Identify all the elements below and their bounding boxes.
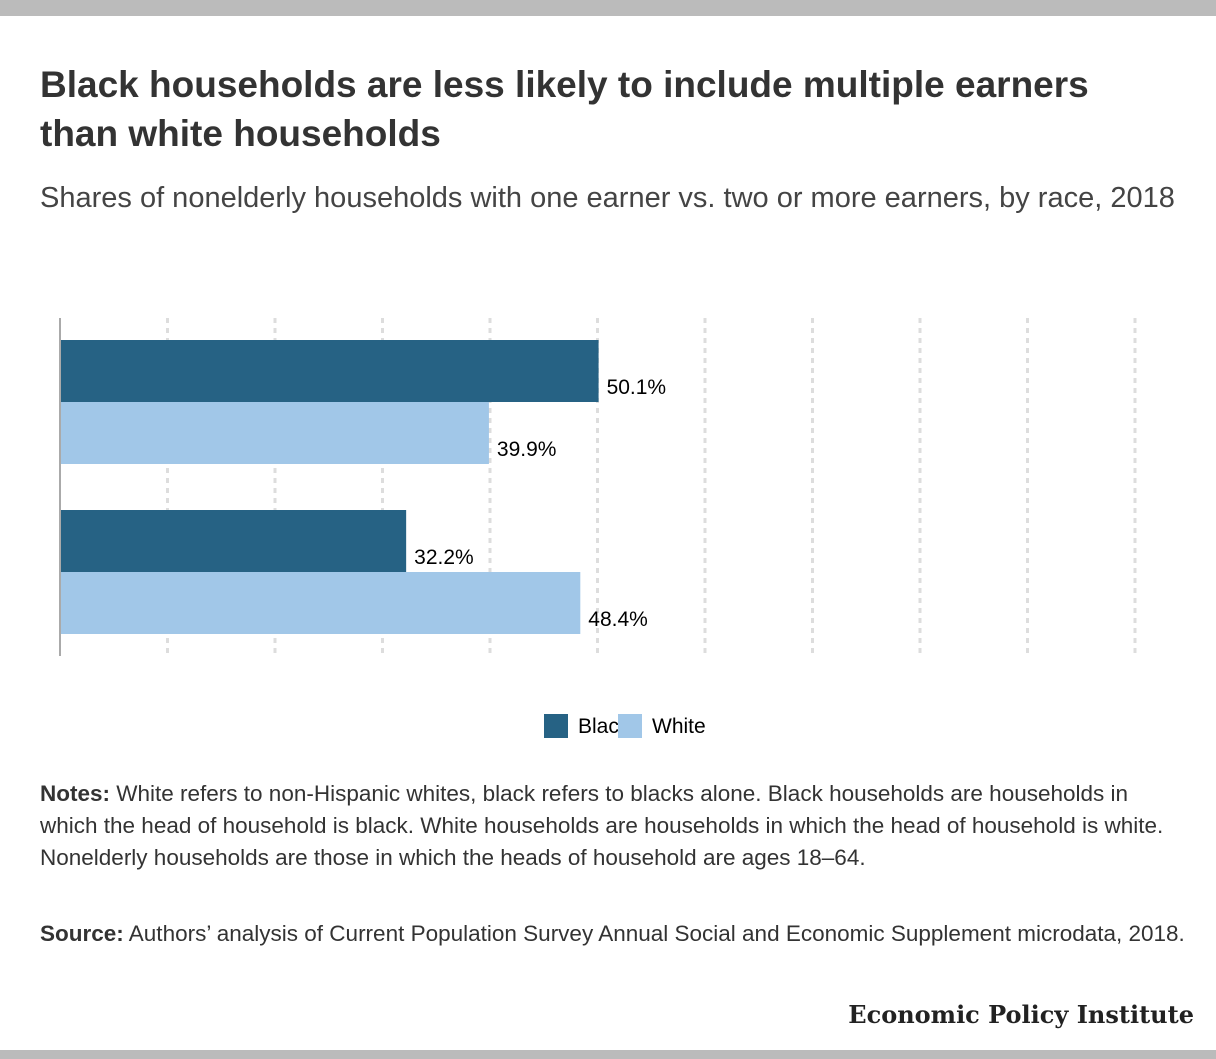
source-text: Authors’ analysis of Current Population … — [123, 921, 1185, 946]
legend-label-black: Black — [578, 715, 618, 738]
chart-title: Black households are less likely to incl… — [40, 64, 1089, 154]
publisher-logo: Economic Policy Institute — [848, 1000, 1194, 1029]
notes-text: White refers to non-Hispanic whites, bla… — [40, 781, 1164, 870]
chart-subtitle: Shares of nonelderly households with one… — [40, 182, 1175, 214]
bar-white — [60, 572, 581, 634]
source-label: Source: — [40, 921, 124, 946]
source: Source: Authors’ analysis of Current Pop… — [40, 918, 1190, 950]
notes: Notes: White refers to non-Hispanic whit… — [40, 778, 1190, 874]
data-label: 39.9% — [497, 438, 557, 461]
bar-white — [60, 402, 489, 464]
bar-chart: 50.1% 32.2% 39.9% 48.4% — [59, 318, 1137, 656]
legend-swatch-white — [618, 714, 642, 738]
data-label: 32.2% — [414, 546, 474, 569]
data-label: 48.4% — [588, 608, 648, 631]
bar-black — [60, 510, 407, 572]
bottom-border — [0, 1050, 1216, 1059]
top-border — [0, 0, 1216, 16]
data-label: 50.1% — [607, 376, 667, 399]
legend-label-white: White — [652, 715, 706, 738]
notes-label: Notes: — [40, 781, 111, 806]
bar-black — [60, 340, 599, 402]
legend-swatch-black — [544, 714, 568, 738]
